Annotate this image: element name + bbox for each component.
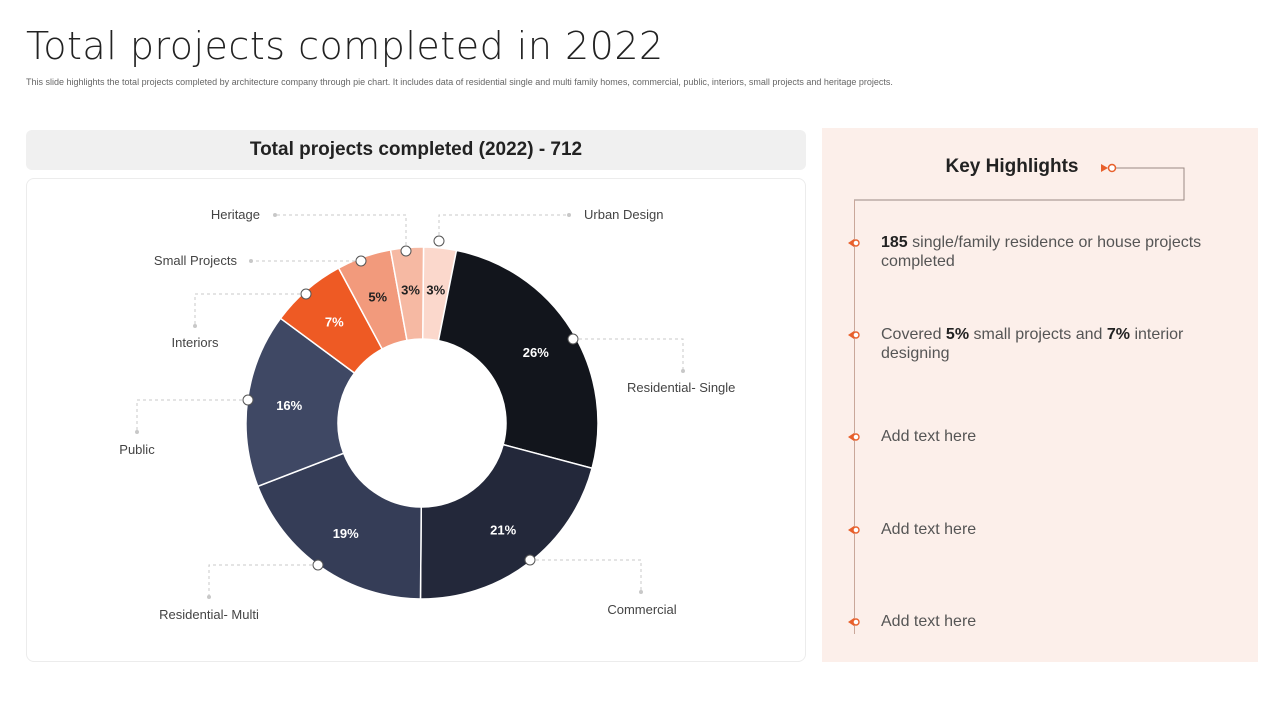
- timeline-line: [854, 200, 855, 634]
- slice-value-label: 7%: [325, 315, 344, 330]
- category-label: Interiors: [172, 335, 219, 350]
- page-subtitle: This slide highlights the total projects…: [26, 77, 893, 87]
- callout-line: [136, 399, 248, 432]
- slice-value-label: 5%: [368, 290, 387, 305]
- highlight-text-3: Add text here: [881, 428, 977, 445]
- category-label: Public: [119, 442, 155, 457]
- slice-value-label: 3%: [426, 283, 445, 298]
- slice-value-label: 19%: [333, 526, 359, 541]
- highlight-item-5: Add text here: [848, 612, 1211, 631]
- highlight-item-2: Covered 5% small projects and 7% interio…: [848, 325, 1211, 363]
- highlight-text-2: Covered 5% small projects and 7% interio…: [881, 326, 1184, 362]
- callout-line: [275, 214, 407, 251]
- callout-line: [208, 564, 318, 597]
- bullet-marker-icon: [848, 433, 860, 441]
- highlight-item-4: Add text here: [848, 520, 1211, 539]
- callout-line: [438, 214, 569, 241]
- key-highlights-panel: Key Highlights 185 single/family residen…: [822, 128, 1258, 662]
- highlight-item-3: Add text here: [848, 427, 1211, 446]
- callout-anchor: [433, 235, 445, 247]
- slice-value-label: 3%: [401, 282, 420, 297]
- bullet-marker-icon: [848, 526, 860, 534]
- category-label: Residential- Single: [627, 380, 735, 395]
- highlight-text-5: Add text here: [881, 613, 977, 630]
- donut-chart: Urban Design Residential- Single Commercia…: [119, 207, 735, 622]
- callout-anchor: [567, 333, 579, 345]
- callout-line: [530, 559, 642, 592]
- category-label: Urban Design: [584, 207, 664, 222]
- page-title: Total projects completed in 2022: [26, 24, 664, 68]
- callout-line: [573, 338, 684, 371]
- donut-slice-residential-multi: [256, 452, 423, 600]
- donut-slice-residential-single: [437, 249, 599, 470]
- slice-value-label: 16%: [276, 398, 302, 413]
- slice-value-label: 26%: [523, 345, 549, 360]
- callout-anchor: [312, 559, 324, 571]
- chart-panel: Urban Design Residential- Single Commercia…: [26, 178, 806, 662]
- slice-value-label: 21%: [490, 523, 516, 538]
- callout-anchor: [242, 394, 254, 406]
- title-connector: [854, 163, 1185, 201]
- category-label: Commercial: [607, 602, 676, 617]
- key-highlights-title: Key Highlights: [945, 156, 1079, 177]
- callout-anchor: [524, 554, 536, 566]
- callout-end-dot: [249, 259, 253, 263]
- bullet-marker-icon: [848, 618, 860, 626]
- highlight-text-1: 185 single/family residence or house pro…: [881, 234, 1202, 270]
- donut-slice-public: [245, 317, 356, 488]
- callout-end-dot: [135, 430, 139, 434]
- category-label: Small Projects: [154, 253, 238, 268]
- bullet-marker-icon: [848, 239, 860, 247]
- callout-end-dot: [681, 369, 685, 373]
- bullet-marker-icon: [848, 331, 860, 339]
- category-label: Heritage: [211, 207, 260, 222]
- callout-anchor: [355, 255, 367, 267]
- callout-end-dot: [207, 595, 211, 599]
- callout-end-dot: [639, 590, 643, 594]
- callout-end-dot: [567, 213, 571, 217]
- category-label: Residential- Multi: [159, 607, 259, 622]
- callout-anchor: [300, 288, 312, 300]
- callout-end-dot: [193, 324, 197, 328]
- highlight-item-1: 185 single/family residence or house pro…: [848, 233, 1211, 271]
- callout-line: [194, 293, 306, 326]
- callout-end-dot: [273, 213, 277, 217]
- donut-slice-commercial: [419, 443, 594, 600]
- highlight-text-4: Add text here: [881, 521, 977, 538]
- callout-anchor: [400, 245, 412, 257]
- chart-header: Total projects completed (2022) - 712: [26, 130, 806, 170]
